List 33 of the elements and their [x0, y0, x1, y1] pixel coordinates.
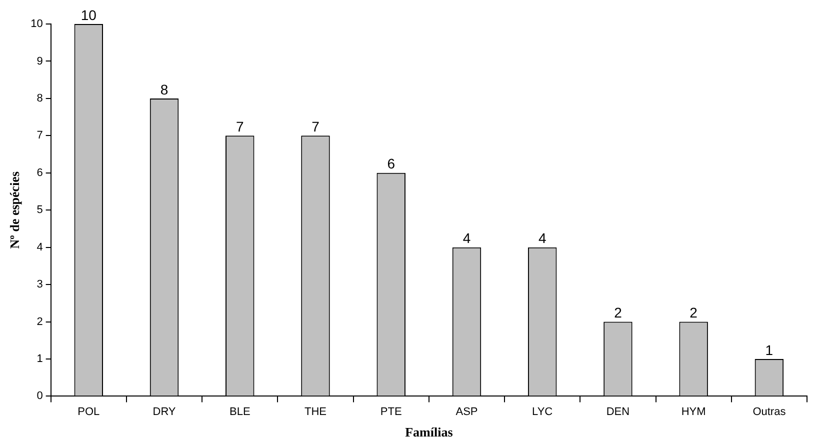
y-tick-label: 6	[36, 166, 43, 179]
data-label: 4	[538, 230, 546, 246]
x-tick-label: DRY	[152, 406, 176, 418]
data-label: 2	[614, 304, 622, 321]
x-tick-label: HYM	[681, 406, 706, 418]
data-label: 4	[462, 230, 471, 246]
y-tick-label: 4	[36, 241, 43, 254]
y-tick-label: 7	[36, 130, 43, 142]
data-label: 7	[236, 118, 244, 135]
y-tick-label: 5	[36, 204, 43, 216]
x-tick-label: ASP	[456, 406, 478, 418]
x-tick-label: THE	[304, 406, 326, 418]
y-tick-label: 0	[36, 390, 43, 402]
y-tick-label: 3	[36, 278, 43, 291]
data-label: 1	[765, 342, 774, 358]
data-label: 8	[160, 81, 168, 98]
y-tick-label: 10	[30, 18, 43, 30]
x-tick-label: PTE	[380, 406, 402, 418]
x-tick-label: BLE	[229, 406, 250, 418]
y-tick-label: 1	[36, 353, 43, 366]
x-tick-label: Outras	[752, 406, 786, 418]
data-label: 2	[690, 304, 698, 321]
y-tick-label: 2	[36, 316, 43, 328]
data-label: 7	[312, 118, 320, 135]
data-label: 10	[80, 6, 97, 23]
y-axis-title: Nº de espécies	[7, 171, 22, 249]
x-tick-label: LYC	[532, 406, 553, 418]
x-tick-label: POL	[78, 406, 100, 418]
x-axis-title: Famílias	[405, 424, 453, 440]
y-tick-label: 9	[36, 55, 43, 68]
y-tick-label: 8	[36, 92, 43, 104]
x-tick-label: DEN	[606, 406, 630, 418]
data-label: 6	[387, 156, 396, 172]
